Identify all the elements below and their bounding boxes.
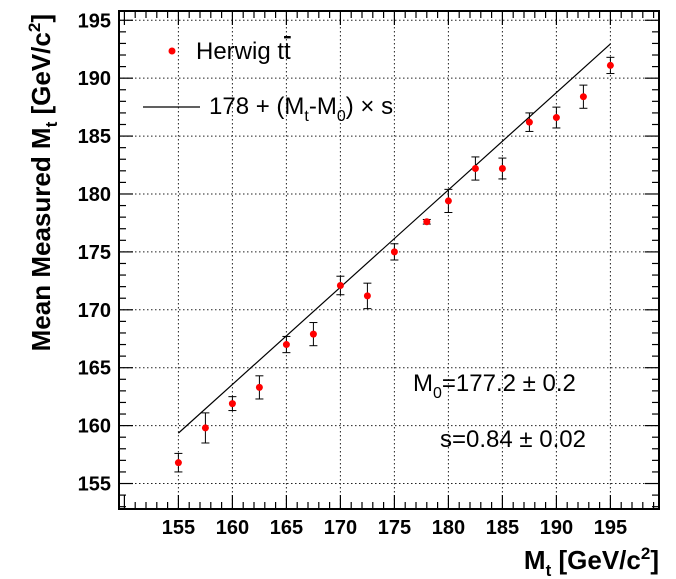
data-point — [174, 459, 182, 467]
data-point — [363, 292, 371, 300]
x-tick-label: 170 — [324, 517, 357, 539]
annotation-m0-sub: 0 — [433, 385, 442, 402]
data-point — [255, 383, 263, 391]
legend-label-fit: 178 + (Mt-M0) × s — [209, 93, 393, 125]
y-axis-title-sup: 2 — [25, 23, 44, 32]
x-tick-label: 155 — [162, 517, 195, 539]
data-point — [282, 341, 290, 349]
legend-fit-sub-0: 0 — [337, 108, 346, 125]
legend-herwig-tbar: t — [284, 38, 291, 65]
y-tick-label: 160 — [78, 416, 111, 438]
x-axis-title-sup: 2 — [641, 544, 650, 563]
y-axis-title: Mean Measured Mt [GeV/c2] — [25, 14, 61, 351]
x-tick-label: 165 — [270, 517, 303, 539]
y-tick-label: 180 — [78, 184, 111, 206]
y-tick-label: 165 — [78, 358, 111, 380]
legend-label-herwig: Herwig tt — [196, 38, 291, 65]
annotation-m0-pre: M — [413, 370, 433, 397]
y-axis-title-sub: t — [42, 121, 61, 127]
annotation-m0-post: =177.2 ± 0.2 — [442, 370, 576, 397]
legend-fit-sub-t: t — [304, 108, 309, 125]
legend-fit-part-2: -M — [309, 93, 337, 120]
data-point — [390, 248, 398, 256]
data-points-group — [174, 56, 615, 473]
legend-fit-part-1: 178 + (M — [209, 93, 304, 120]
legend-herwig-text: Herwig t — [196, 38, 284, 65]
axis-ticks — [119, 11, 659, 509]
x-tick-label: 195 — [594, 517, 627, 539]
data-point — [423, 218, 431, 226]
data-point — [471, 165, 479, 173]
legend-marker-herwig — [168, 47, 176, 55]
x-tick-label: 175 — [378, 517, 411, 539]
x-tick-label: 160 — [216, 517, 249, 539]
x-axis-title-main: M — [524, 545, 546, 575]
data-point — [579, 93, 587, 101]
data-point — [444, 197, 452, 205]
x-tick-label: 185 — [486, 517, 519, 539]
y-tick-label: 190 — [78, 68, 111, 90]
data-point — [552, 114, 560, 122]
y-tick-label: 185 — [78, 126, 111, 148]
data-point — [525, 118, 533, 126]
x-tick-label: 190 — [540, 517, 573, 539]
y-tick-label: 175 — [78, 242, 111, 264]
y-axis-title-main: Mean Measured M — [26, 127, 56, 351]
y-tick-label: 195 — [78, 10, 111, 32]
data-point — [606, 61, 614, 69]
x-axis-title-close: ] — [650, 545, 659, 575]
fit-line-group — [177, 43, 611, 434]
legend: Herwig tt 178 + (Mt-M0) × s — [143, 38, 393, 125]
y-tick-label: 155 — [78, 474, 111, 496]
data-point — [228, 400, 236, 408]
data-point — [309, 330, 317, 338]
plot-frame — [118, 10, 660, 510]
data-point — [498, 165, 506, 173]
y-tick-label: 170 — [78, 300, 111, 322]
x-tick-label: 180 — [432, 517, 465, 539]
data-point — [336, 281, 344, 289]
x-axis-title-sub: t — [546, 561, 552, 579]
x-tick-labels: 155 160 165 170 175 180 185 190 195 — [162, 517, 627, 539]
annotation-slope: s=0.84 ± 0.02 — [440, 426, 586, 453]
legend-fit-part-3: ) × s — [346, 93, 393, 120]
fit-line — [177, 43, 611, 434]
y-axis-title-close: ] — [26, 14, 56, 23]
x-axis-title-units: [GeV/c — [551, 545, 641, 575]
y-tick-labels: 155 160 165 170 175 180 185 190 195 — [78, 10, 111, 495]
x-axis-title: Mt [GeV/c2] — [524, 544, 659, 579]
annotation-m0: M0=177.2 ± 0.2 — [413, 370, 576, 402]
data-point — [201, 424, 209, 432]
y-axis-title-units: [GeV/c — [26, 32, 56, 122]
